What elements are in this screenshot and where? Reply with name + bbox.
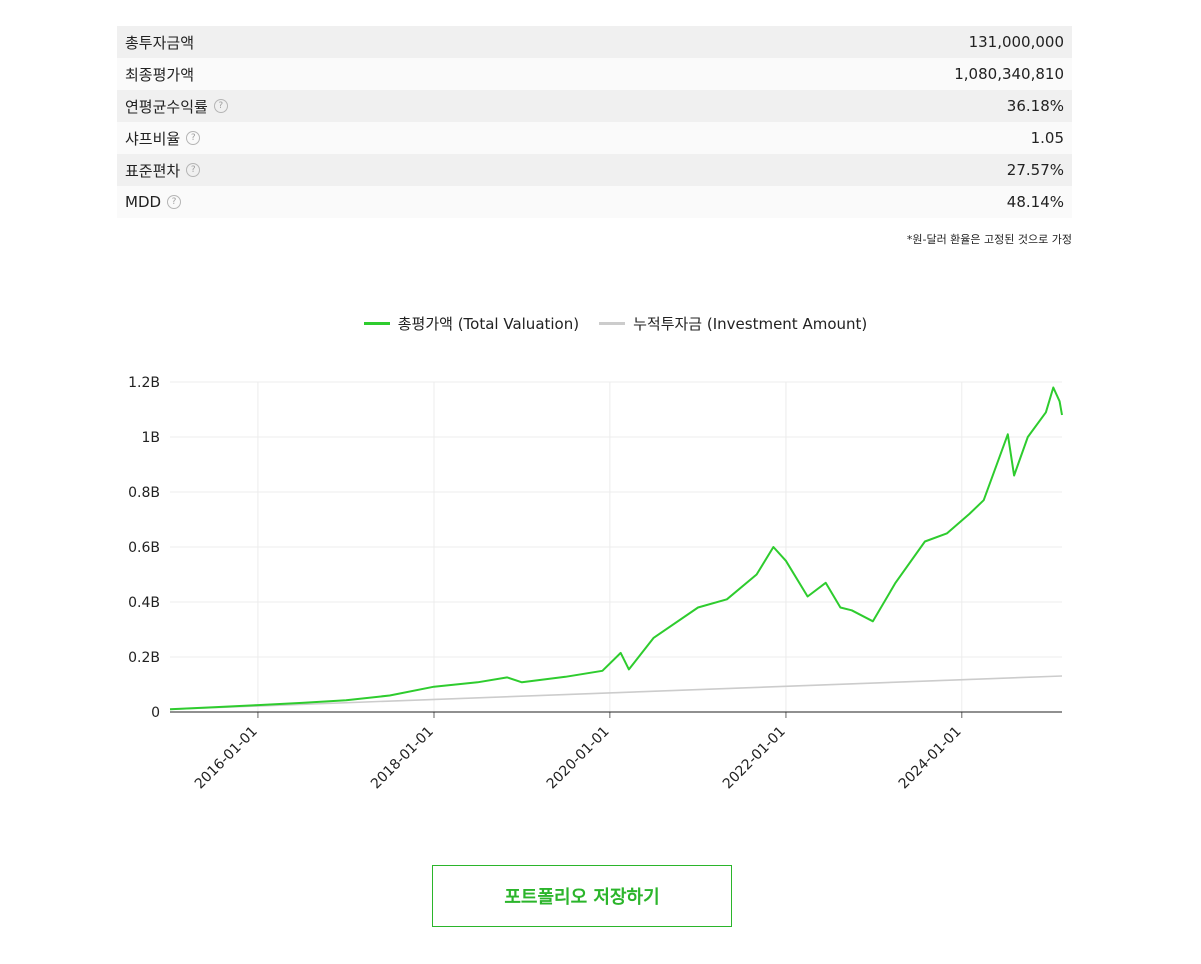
valuation-chart: 0 0.2B 0.4B 0.6B 0.8B 1B 1.2B 2016-01-01 2018-01… [128, 375, 1063, 793]
stat-row: 연평균수익률? 36.18% [117, 90, 1072, 122]
stat-value: 131,000,000 [968, 33, 1064, 51]
stat-label: 최종평가액 [125, 64, 194, 85]
help-icon[interactable]: ? [186, 131, 201, 145]
stats-table: 총투자금액 131,000,000 최종평가액 1,080,340,810 연평균수익률… [117, 26, 1072, 218]
stat-value: 48.14% [1006, 193, 1064, 211]
chart-legend: 총평가액 (Total Valuation) 누적투자금 (Investment… [0, 313, 1201, 334]
stat-row: MDD? 48.14% [117, 186, 1072, 218]
y-tick-label: 0.8B [128, 485, 160, 501]
series-line-investment [169, 675, 1063, 711]
x-tick-label: 2020-01-01 [544, 724, 613, 793]
stat-value: 36.18% [1006, 97, 1064, 115]
stat-label: 표준편차? [125, 160, 201, 181]
help-icon[interactable]: ? [213, 99, 228, 113]
stat-value: 1,080,340,810 [954, 65, 1064, 83]
stat-value: 27.57% [1006, 161, 1064, 179]
stat-label-text: 총투자금액 [125, 33, 195, 52]
y-tick-label: 1B [141, 430, 160, 446]
y-tick-label: 0.4B [128, 595, 160, 611]
x-tick-label: 2018-01-01 [368, 724, 437, 793]
y-tick-label: 0.6B [128, 540, 160, 556]
legend-item-investment[interactable]: 누적투자금 (Investment Amount) [599, 313, 867, 334]
save-portfolio-button[interactable]: 포트폴리오 저장하기 [432, 865, 732, 927]
legend-label-valuation: 총평가액 (Total Valuation) [397, 315, 580, 333]
stat-row: 표준편차? 27.57% [117, 154, 1072, 186]
y-tick-label: 1.2B [128, 375, 160, 391]
stat-label: 연평균수익률? [125, 96, 228, 117]
series-line-valuation [169, 386, 1063, 711]
stat-row: 샤프비율? 1.05 [117, 122, 1072, 154]
stat-label-text: MDD [125, 193, 162, 211]
x-tick-label: 2022-01-01 [720, 724, 789, 793]
stat-row: 총투자금액 131,000,000 [117, 26, 1072, 58]
legend-swatch-investment [599, 322, 626, 325]
stat-label: 샤프비율? [125, 128, 201, 149]
x-tick-label: 2024-01-01 [896, 724, 965, 793]
stat-label-text: 표준편차 [125, 161, 181, 180]
help-icon[interactable]: ? [167, 195, 182, 209]
y-tick-label: 0 [151, 705, 160, 721]
stat-value: 1.05 [1030, 129, 1064, 147]
legend-label-investment: 누적투자금 (Investment Amount) [633, 315, 868, 333]
legend-item-valuation[interactable]: 총평가액 (Total Valuation) [363, 313, 580, 334]
y-tick-label: 0.2B [128, 650, 160, 666]
exchange-rate-note: *원-달러 환율은 고정된 것으로 가정 [906, 233, 1072, 246]
stat-label-text: 연평균수익률 [125, 97, 208, 116]
stat-row: 최종평가액 1,080,340,810 [117, 58, 1072, 90]
stat-label: MDD? [125, 193, 182, 211]
help-icon[interactable]: ? [186, 163, 201, 177]
stat-label-text: 샤프비율 [125, 129, 181, 148]
stat-label-text: 최종평가액 [125, 65, 195, 84]
x-tick-label: 2016-01-01 [192, 724, 261, 793]
legend-swatch-valuation [363, 322, 390, 325]
stat-label: 총투자금액 [125, 32, 194, 53]
